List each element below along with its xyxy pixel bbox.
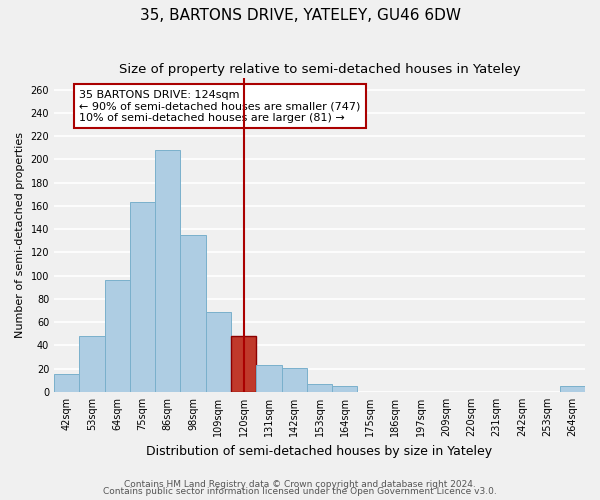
- Bar: [256, 365, 281, 392]
- Bar: [231, 336, 256, 392]
- Bar: [181, 235, 206, 392]
- Text: 35, BARTONS DRIVE, YATELEY, GU46 6DW: 35, BARTONS DRIVE, YATELEY, GU46 6DW: [139, 8, 461, 22]
- Bar: [104, 280, 130, 392]
- Bar: [560, 386, 585, 392]
- Bar: [206, 312, 231, 392]
- Bar: [79, 336, 104, 392]
- Text: 35 BARTONS DRIVE: 124sqm
← 90% of semi-detached houses are smaller (747)
10% of : 35 BARTONS DRIVE: 124sqm ← 90% of semi-d…: [79, 90, 361, 123]
- X-axis label: Distribution of semi-detached houses by size in Yateley: Distribution of semi-detached houses by …: [146, 444, 493, 458]
- Bar: [155, 150, 181, 392]
- Text: Contains HM Land Registry data © Crown copyright and database right 2024.: Contains HM Land Registry data © Crown c…: [124, 480, 476, 489]
- Bar: [54, 374, 79, 392]
- Y-axis label: Number of semi-detached properties: Number of semi-detached properties: [15, 132, 25, 338]
- Bar: [281, 368, 307, 392]
- Text: Contains public sector information licensed under the Open Government Licence v3: Contains public sector information licen…: [103, 487, 497, 496]
- Bar: [307, 384, 332, 392]
- Title: Size of property relative to semi-detached houses in Yateley: Size of property relative to semi-detach…: [119, 62, 520, 76]
- Bar: [130, 202, 155, 392]
- Bar: [332, 386, 358, 392]
